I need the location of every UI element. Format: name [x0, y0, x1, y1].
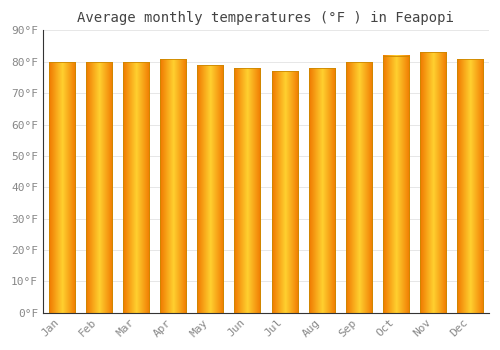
- Bar: [308, 68, 334, 313]
- Bar: [86, 62, 112, 313]
- Bar: [234, 68, 260, 313]
- Bar: [458, 59, 483, 313]
- Bar: [123, 62, 149, 313]
- Bar: [197, 65, 223, 313]
- Bar: [383, 56, 409, 313]
- Title: Average monthly temperatures (°F ) in Feapopi: Average monthly temperatures (°F ) in Fe…: [78, 11, 454, 25]
- Bar: [160, 59, 186, 313]
- Bar: [272, 71, 297, 313]
- Bar: [346, 62, 372, 313]
- Bar: [420, 52, 446, 313]
- Bar: [48, 62, 74, 313]
